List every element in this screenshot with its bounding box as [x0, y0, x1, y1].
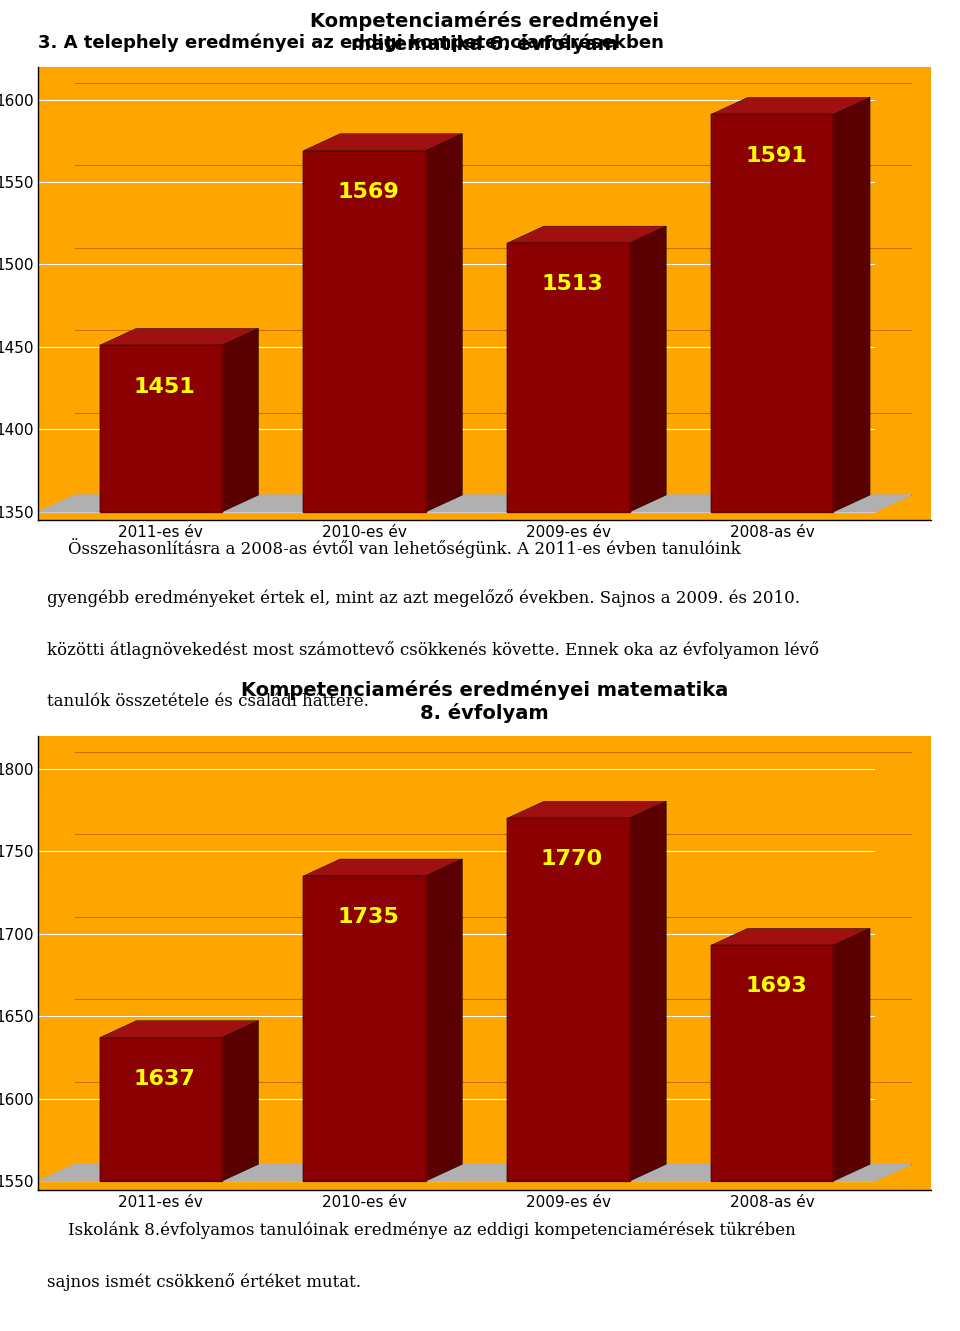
Polygon shape — [711, 114, 833, 512]
Polygon shape — [711, 97, 870, 114]
Text: Összehasonlításra a 2008-as évtől van lehetőségünk. A 2011-es évben tanulóink: Összehasonlításra a 2008-as évtől van le… — [47, 538, 741, 558]
Polygon shape — [38, 719, 75, 1181]
Text: 1637: 1637 — [133, 1069, 195, 1089]
Text: 1569: 1569 — [337, 182, 399, 202]
Text: gyengébb eredményeket értek el, mint az azt megelőző években. Sajnos a 2009. és : gyengébb eredményeket értek el, mint az … — [47, 590, 801, 607]
Text: sajnos ismét csökkenő értéket mutat.: sajnos ismét csökkenő értéket mutat. — [47, 1272, 361, 1291]
Text: 3. A telephely eredményei az eddigi kompetenciamérésekben: 3. A telephely eredményei az eddigi komp… — [38, 35, 664, 52]
Polygon shape — [303, 876, 425, 1181]
Polygon shape — [38, 49, 75, 512]
Polygon shape — [630, 226, 666, 512]
Polygon shape — [222, 329, 258, 512]
Polygon shape — [222, 1021, 258, 1181]
Polygon shape — [38, 1165, 911, 1181]
Title: Kompetenciamérés eredményei matematika
8. évfolyam: Kompetenciamérés eredményei matematika 8… — [241, 680, 729, 723]
Polygon shape — [711, 945, 833, 1181]
Polygon shape — [38, 495, 911, 512]
Text: 1735: 1735 — [337, 908, 399, 928]
Title: Kompetenciamérés eredményei
matematika 6. évfolyam: Kompetenciamérés eredményei matematika 6… — [310, 11, 660, 53]
Text: 1693: 1693 — [745, 977, 806, 997]
Polygon shape — [630, 801, 666, 1181]
Text: 1513: 1513 — [541, 274, 603, 294]
Polygon shape — [100, 345, 222, 512]
Polygon shape — [303, 858, 463, 876]
Polygon shape — [303, 150, 425, 512]
Polygon shape — [507, 819, 630, 1181]
Polygon shape — [425, 858, 463, 1181]
Text: közötti átlagnövekedést most számottevő csökkenés követte. Ennek oka az évfolyam: közötti átlagnövekedést most számottevő … — [47, 642, 820, 659]
Text: 1770: 1770 — [541, 849, 603, 869]
Polygon shape — [507, 244, 630, 512]
Polygon shape — [507, 226, 666, 244]
Polygon shape — [100, 1021, 258, 1038]
Polygon shape — [507, 801, 666, 819]
Polygon shape — [711, 928, 870, 945]
Polygon shape — [425, 133, 463, 512]
Polygon shape — [100, 1038, 222, 1181]
Polygon shape — [833, 97, 870, 512]
Polygon shape — [100, 329, 258, 345]
Polygon shape — [303, 133, 463, 150]
Text: Iskolánk 8.évfolyamos tanulóinak eredménye az eddigi kompetenciamérések tükrében: Iskolánk 8.évfolyamos tanulóinak eredmén… — [47, 1222, 796, 1239]
Polygon shape — [833, 928, 870, 1181]
Text: tanulók összetétele és családi háttere.: tanulók összetétele és családi háttere. — [47, 692, 370, 709]
Text: 1591: 1591 — [745, 145, 806, 165]
Text: 1451: 1451 — [133, 377, 195, 397]
